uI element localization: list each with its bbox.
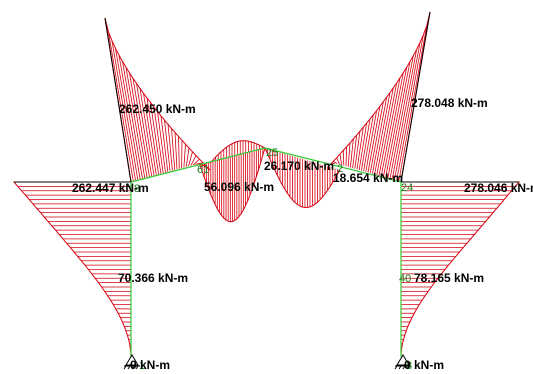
right-rafter-hatch-line — [365, 110, 378, 172]
left-rafter-hatch-line — [153, 107, 164, 174]
left-rafter-hatch-line — [122, 61, 143, 179]
right-rafter-hatch-line — [398, 26, 428, 182]
node-label-left-base: 1 — [139, 360, 145, 372]
left-rafter-hatch-line — [185, 147, 190, 167]
right-rafter-hatch-line — [383, 72, 404, 178]
left-rafter-hatch-line — [167, 124, 173, 171]
left-rafter-hatch-line — [108, 31, 134, 182]
left-rafter-hatch-line — [143, 93, 157, 176]
right-rafter-hatch-line — [387, 61, 411, 179]
node-label-right-column: 40 — [399, 273, 411, 285]
left-rafter-hatch-line — [183, 144, 186, 168]
left-rafter-hatch-line — [125, 67, 146, 179]
right-support-icon — [394, 354, 411, 370]
left-column-outline — [12, 181, 132, 358]
left-rafter-hatch-line — [150, 102, 162, 174]
node-label-right-span: 2 — [337, 163, 343, 175]
left-rafter-hatch-line — [164, 120, 171, 172]
right-rafter-hatch-line — [389, 55, 414, 179]
left-support-icon — [123, 354, 140, 370]
right-rafter-outline — [329, 11, 431, 183]
right-rafter-hatch-line — [396, 34, 424, 181]
right-rafter-hatch-line — [369, 101, 384, 174]
right-rafter-hatch-line — [345, 146, 348, 167]
right-rafter-hatch-line — [376, 87, 394, 176]
left-rafter-hatch-line — [192, 158, 200, 166]
right-rafter-hatch-line — [350, 138, 354, 168]
left-rafter-hatch-line — [129, 72, 148, 178]
node-label-apex: 25 — [266, 147, 278, 159]
node-label-right-knee: 24 — [401, 182, 413, 194]
left-rafter-hatch-line — [157, 111, 166, 173]
left-rafter-envelope-edge — [104, 17, 132, 183]
moment-label-left-rafter-top: 262.450 kN-m — [119, 102, 196, 116]
node-label-left-knee: 8 — [134, 183, 140, 195]
moment-label-left-column-mid: 70.366 kN-m — [118, 271, 188, 285]
moment-hatching — [14, 11, 519, 354]
left-rafter-hatch-line — [160, 115, 169, 172]
left-rafter-member — [130, 147, 266, 183]
left-rafter-hatch-line — [118, 55, 141, 180]
right-rafter-hatch-line — [356, 127, 364, 170]
apex-hog-outline — [209, 140, 266, 164]
moment-label-apex: 26.170 kN-m — [264, 159, 334, 173]
right-rafter-member — [264, 147, 402, 183]
left-rafter-hatch-line — [132, 78, 150, 177]
moment-label-right-rafter-near-apex: 18.654 kN-m — [333, 171, 403, 185]
right-rafter-hatch-line — [385, 67, 408, 178]
left-rafter-hatch-line — [139, 88, 155, 176]
right-rafter-hatch-line — [380, 77, 401, 177]
moment-label-right-rafter-top: 278.048 kN-m — [411, 96, 488, 110]
left-rafter-hatch-line — [136, 83, 153, 177]
left-rafter-hatch-line — [115, 48, 139, 181]
right-rafter-hatch-line — [354, 131, 361, 169]
left-span-lobe-outline — [199, 147, 266, 223]
moment-label-right-base: 0 kN-m — [404, 358, 444, 372]
right-span-lobe-outline — [264, 147, 341, 209]
right-rafter-envelope-edge — [400, 11, 431, 183]
right-rafter-hatch-line — [391, 49, 418, 180]
left-rafter-hatch-line — [190, 155, 197, 166]
right-rafter-hatch-line — [394, 42, 421, 181]
right-rafter-hatch-line — [372, 97, 388, 174]
right-rafter-hatch-line — [378, 82, 398, 176]
right-rafter-hatch-line — [352, 135, 358, 169]
node-label-right-base: 3 — [406, 360, 412, 372]
left-rafter-hatch-line — [146, 97, 159, 175]
right-rafter-hatch-line — [374, 92, 391, 175]
moment-outlines — [12, 11, 521, 358]
moment-label-right-column-mid: 78.165 kN-m — [414, 271, 484, 285]
right-rafter-hatch-line — [358, 123, 368, 171]
moment-label-right-knee: 278.046 kN-m — [464, 181, 533, 195]
moment-label-left-knee: 262.447 kN-m — [72, 181, 149, 195]
right-rafter-hatch-line — [333, 161, 338, 164]
left-rafter-hatch-line — [178, 136, 180, 169]
left-rafter-outline — [104, 17, 211, 183]
right-rafter-hatch-line — [361, 118, 371, 171]
moment-label-left-base: 0 kN-m — [130, 358, 170, 372]
right-rafter-hatch-line — [347, 142, 351, 167]
left-rafter-hatch-line — [174, 132, 178, 170]
right-rafter-hatch-line — [336, 157, 340, 165]
frame-members — [14, 11, 519, 357]
right-rafter-hatch-line — [339, 154, 342, 165]
node-label-left-span: 61 — [197, 164, 209, 176]
right-rafter-hatch-line — [367, 106, 381, 173]
moment-label-left-span-mid: 56.096 kN-m — [204, 180, 274, 194]
left-rafter-hatch-line — [188, 151, 193, 167]
right-rafter-hatch-line — [363, 114, 374, 172]
left-rafter-hatch-line — [171, 128, 176, 170]
left-rafter-hatch-line — [195, 162, 204, 165]
left-rafter-hatch-line — [111, 40, 136, 181]
right-column-outline — [400, 181, 521, 358]
